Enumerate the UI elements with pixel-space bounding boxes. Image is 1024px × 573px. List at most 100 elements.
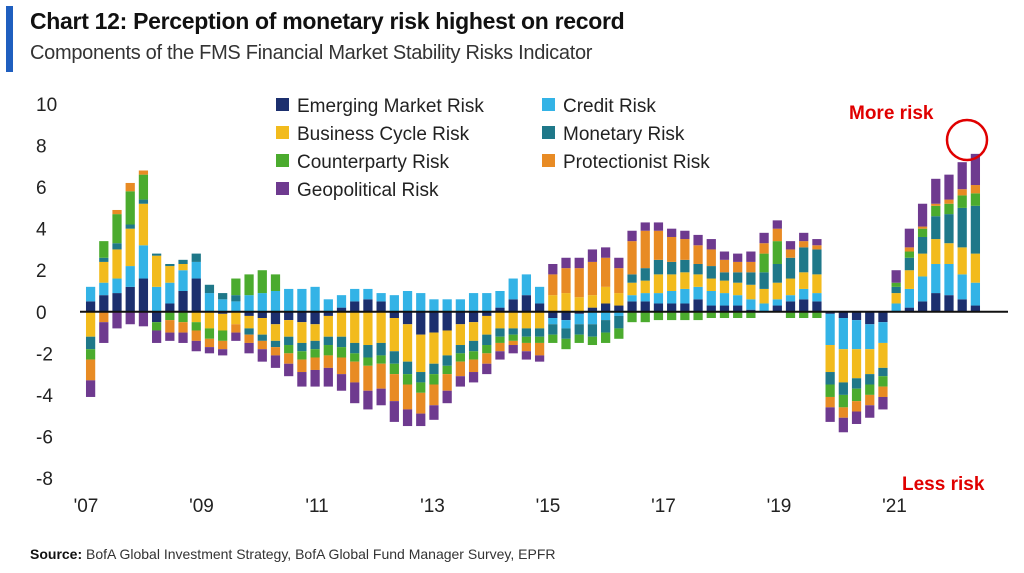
bar-segment — [799, 241, 809, 248]
bar-segment — [323, 299, 333, 312]
y-tick-label: -8 — [36, 469, 53, 490]
bar-segment — [231, 311, 241, 325]
bar-segment — [508, 328, 518, 335]
bar-segment — [614, 305, 624, 312]
bar-segment — [218, 293, 228, 300]
bar-segment — [785, 278, 796, 296]
bar-segment — [601, 247, 611, 258]
bar-segment — [680, 259, 690, 273]
bar-segment — [812, 245, 822, 250]
legend-label: Credit Risk — [563, 96, 656, 117]
bar-segment — [389, 295, 399, 312]
bar-segment — [614, 315, 624, 329]
bar-segment — [574, 268, 584, 298]
bar-segment — [310, 324, 320, 341]
y-tick-label: 0 — [36, 303, 47, 324]
bar-segment — [336, 307, 347, 312]
bar-segment — [614, 257, 624, 269]
bar-segment — [667, 274, 677, 291]
bar-segment — [178, 311, 188, 323]
bar-segment — [482, 345, 492, 354]
legend-swatch — [276, 126, 289, 139]
bar-segment — [653, 293, 664, 304]
bar-segment — [746, 309, 756, 312]
bar-segment — [640, 268, 650, 281]
bar-segment — [772, 263, 782, 283]
bar-segment — [270, 347, 281, 356]
bar-segment — [772, 220, 782, 229]
bar-segment — [270, 355, 281, 368]
bar-segment — [178, 270, 188, 291]
bar-segment — [640, 222, 650, 231]
bar-segment — [693, 263, 703, 275]
bar-segment — [468, 293, 479, 312]
x-tick-label: '11 — [305, 496, 328, 517]
bar-segment — [218, 311, 228, 314]
source-text: BofA Global Investment Strategy, BofA Gl… — [86, 546, 556, 562]
bar-segment — [336, 357, 347, 375]
bar-segment — [970, 205, 981, 254]
bar-segment — [389, 401, 399, 422]
bar-segment — [99, 282, 109, 296]
bar-segment — [693, 286, 703, 300]
bar-segment — [350, 353, 360, 362]
bar-segment — [112, 209, 122, 215]
bar-segment — [759, 243, 769, 254]
bar-segment — [917, 226, 928, 229]
bar-segment — [799, 247, 809, 273]
bar-segment — [310, 340, 320, 350]
bar-segment — [85, 380, 96, 397]
bar-segment — [455, 299, 465, 312]
bar-segment — [231, 324, 241, 333]
bar-segment — [376, 301, 386, 312]
bar-segment — [402, 374, 413, 385]
bar-segment — [587, 261, 598, 296]
x-tick-label: '19 — [767, 496, 792, 517]
bar-segment — [310, 357, 320, 370]
bar-segment — [534, 336, 545, 343]
bar-segment — [957, 195, 967, 208]
bar-segment — [865, 384, 875, 395]
bar-segment — [442, 355, 452, 366]
bar-segment — [865, 374, 875, 385]
legend-label: Business Cycle Risk — [297, 124, 470, 145]
bar-segment — [310, 286, 320, 312]
bar-segment — [138, 170, 149, 175]
bar-segment — [204, 293, 215, 312]
bar-segment — [561, 328, 571, 339]
bar-segment — [931, 203, 941, 206]
bar-segment — [495, 351, 505, 360]
bar-segment — [363, 299, 373, 312]
bar-segment — [904, 247, 914, 252]
bar-segment — [733, 253, 743, 262]
bar-segment — [667, 303, 677, 312]
bar-segment — [350, 382, 360, 404]
bar-segment — [640, 311, 650, 323]
bar-segment — [733, 272, 743, 283]
bar-segment — [218, 299, 228, 312]
y-tick-label: 8 — [36, 137, 47, 158]
bar-segment — [336, 347, 347, 358]
bar-segment — [574, 311, 584, 314]
bar-segment — [799, 232, 809, 242]
legend-label: Monetary Risk — [563, 124, 685, 145]
bar-segment — [455, 376, 465, 387]
bar-segment — [627, 295, 637, 302]
bar-segment — [601, 320, 611, 333]
bar-segment — [244, 342, 254, 354]
bar-segment — [442, 390, 452, 404]
bar-segment — [442, 311, 452, 331]
y-tick-label: -4 — [36, 386, 53, 407]
bar-segment — [402, 384, 413, 410]
bar-segment — [799, 299, 809, 312]
bar-segment — [587, 295, 598, 308]
bar-segment — [204, 311, 215, 329]
bar-segment — [534, 303, 545, 312]
bar-segment — [402, 291, 413, 312]
bar-segment — [112, 249, 122, 279]
bar-segment — [627, 301, 637, 312]
legend-swatch — [276, 154, 289, 167]
bar-segment — [706, 291, 716, 306]
bar-segment — [244, 311, 254, 316]
bar-segment — [270, 324, 281, 341]
